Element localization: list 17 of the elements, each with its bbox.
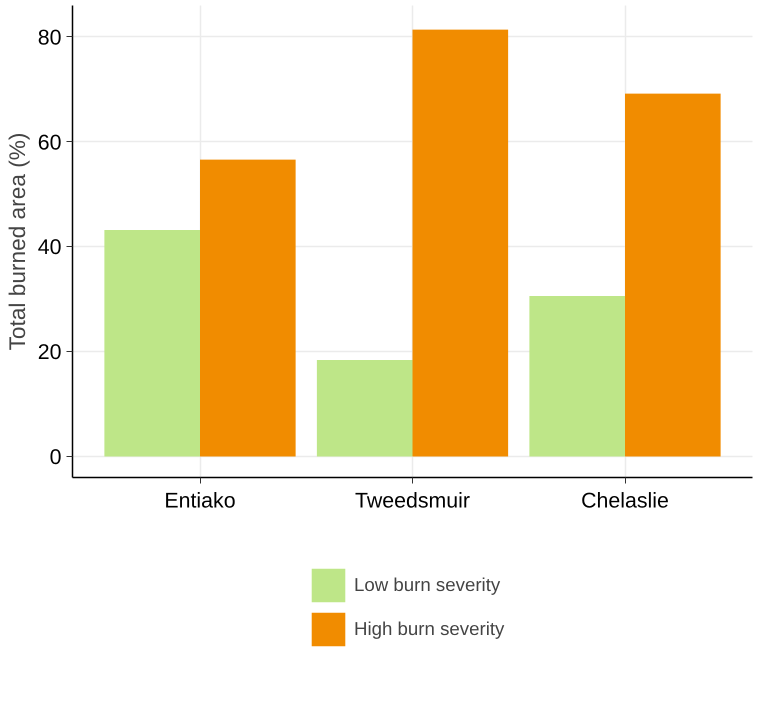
x-tick-label: Tweedsmuir (355, 488, 470, 512)
y-tick-label: 80 (38, 25, 62, 50)
y-tick-label: 0 (50, 445, 62, 470)
bar (625, 94, 721, 457)
x-tick-label: Chelaslie (581, 488, 669, 512)
bar (316, 360, 412, 457)
bar (412, 30, 508, 457)
bar (104, 230, 200, 457)
y-axis-title: Total burned area (%) (4, 132, 30, 350)
x-tick-label: Entiako (164, 488, 236, 512)
legend-label: High burn severity (354, 618, 504, 640)
y-tick-label: 40 (38, 235, 62, 260)
y-tick-label: 60 (38, 130, 62, 154)
y-tick-label: 20 (38, 340, 62, 364)
bar (200, 160, 296, 457)
bar (529, 296, 625, 457)
legend-label: Low burn severity (354, 574, 500, 596)
